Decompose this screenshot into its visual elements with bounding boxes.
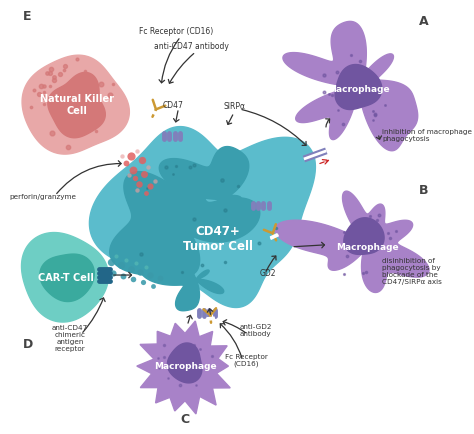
Point	[131, 175, 139, 182]
Text: Fc Receptor
(CD16): Fc Receptor (CD16)	[225, 353, 268, 366]
Text: Macrophage: Macrophage	[154, 361, 216, 370]
Polygon shape	[90, 127, 315, 308]
Point	[143, 264, 150, 271]
Point	[139, 279, 147, 286]
Point	[123, 257, 130, 264]
Point	[145, 164, 152, 171]
Point	[125, 172, 132, 179]
Text: Macrophage: Macrophage	[327, 85, 390, 94]
Point	[129, 276, 137, 283]
Polygon shape	[335, 66, 382, 110]
Polygon shape	[344, 218, 384, 255]
Text: anti-CD47 antibody: anti-CD47 antibody	[154, 42, 229, 51]
Point	[134, 148, 141, 155]
Polygon shape	[159, 147, 249, 237]
Point	[108, 259, 115, 266]
Text: inhibition of macrophage
phagocytosis: inhibition of macrophage phagocytosis	[383, 129, 472, 142]
Point	[109, 270, 117, 277]
Point	[132, 260, 140, 267]
Point	[129, 167, 137, 174]
Text: SIRPα: SIRPα	[224, 102, 246, 111]
Text: anti-CD47
chimeric
antigen
receptor: anti-CD47 chimeric antigen receptor	[52, 325, 88, 352]
Polygon shape	[275, 192, 429, 293]
Point	[112, 253, 119, 260]
Point	[136, 181, 143, 188]
Text: A: A	[419, 14, 429, 27]
Point	[140, 171, 147, 178]
Text: Macrophage: Macrophage	[336, 243, 399, 252]
Point	[151, 178, 158, 184]
Text: E: E	[22, 10, 31, 23]
Polygon shape	[48, 73, 105, 138]
Polygon shape	[110, 172, 260, 276]
Point	[146, 183, 154, 190]
Point	[134, 187, 141, 194]
Text: Fc Receptor (CD16): Fc Receptor (CD16)	[139, 27, 213, 36]
Text: perforin/granzyme: perforin/granzyme	[9, 193, 76, 199]
Point	[138, 157, 146, 164]
Text: disinhibition of
phagocytosis by
blockade of the
CD47/SIRPα axis: disinhibition of phagocytosis by blockad…	[383, 258, 442, 285]
Polygon shape	[167, 343, 202, 383]
Point	[127, 266, 135, 273]
Text: CD47+
Tumor Cell: CD47+ Tumor Cell	[182, 225, 253, 253]
Polygon shape	[40, 254, 94, 302]
Point	[146, 272, 154, 279]
Point	[156, 275, 164, 282]
Polygon shape	[140, 256, 224, 311]
Point	[119, 273, 127, 280]
Text: anti-GD2
antibody: anti-GD2 antibody	[239, 323, 272, 336]
Text: D: D	[22, 337, 33, 350]
Polygon shape	[21, 233, 109, 322]
Text: C: C	[181, 412, 190, 425]
Point	[118, 153, 126, 160]
Polygon shape	[283, 22, 418, 151]
Text: B: B	[419, 183, 428, 196]
Point	[150, 283, 157, 289]
Text: Natural Killer
Cell: Natural Killer Cell	[40, 94, 114, 115]
Polygon shape	[22, 56, 129, 155]
Point	[123, 160, 130, 167]
Text: GD2: GD2	[259, 268, 276, 277]
Point	[142, 190, 150, 197]
Point	[118, 262, 125, 269]
Text: CD47: CD47	[163, 101, 184, 110]
Point	[127, 153, 135, 160]
Polygon shape	[137, 321, 230, 414]
Point	[137, 269, 144, 276]
Text: CAR-T Cell: CAR-T Cell	[38, 273, 94, 283]
